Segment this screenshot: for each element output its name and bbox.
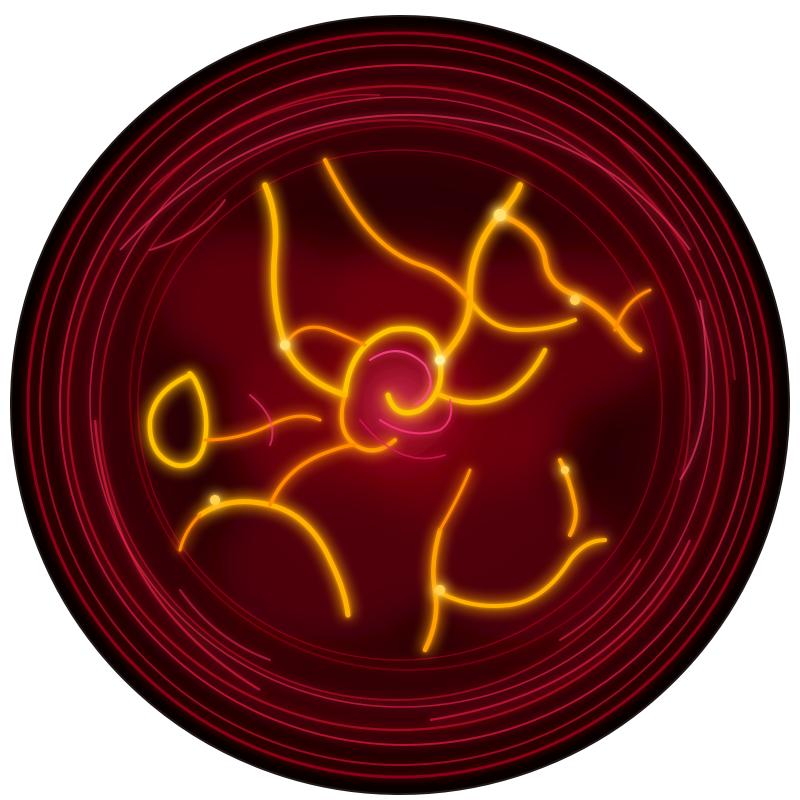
orb-rim	[10, 15, 790, 795]
magenta-filaments	[149, 199, 641, 661]
orbit-rings	[26, 31, 774, 779]
hot-spots	[210, 209, 580, 595]
orb-interior	[26, 31, 774, 779]
